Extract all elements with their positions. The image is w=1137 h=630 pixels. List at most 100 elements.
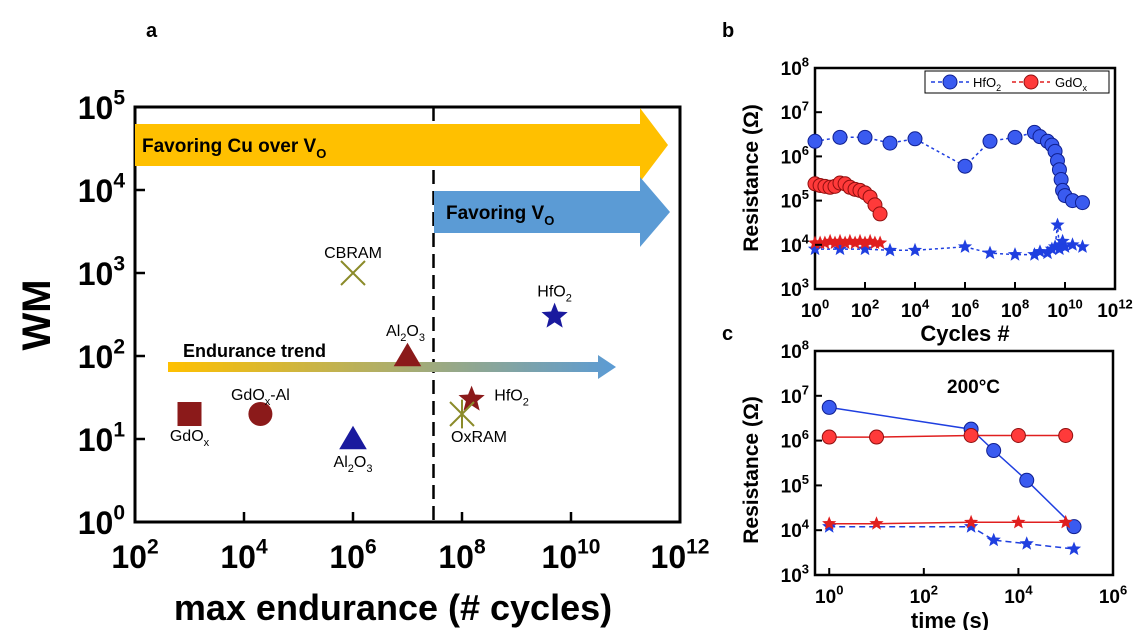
panel-b-point <box>1007 129 1023 145</box>
panel-b-point <box>1055 233 1070 248</box>
panel-b-point <box>872 235 888 249</box>
panel-a-point-label: Al2O3 <box>334 454 373 475</box>
panel-a-point-asterisk <box>449 399 475 429</box>
panel-b-point <box>882 135 898 151</box>
panel-b-point <box>957 158 973 174</box>
panel-b-x-tick-label: 106 <box>951 296 979 322</box>
arrow-favoring-vo <box>434 177 670 247</box>
arrow-endurance-trend-label: Endurance trend <box>183 341 326 361</box>
panel-b-y-tick-label: 106 <box>781 143 809 169</box>
panel-c-y-tick-label: 105 <box>781 472 809 498</box>
panel-c-point <box>1011 514 1026 529</box>
panel-b-point <box>1032 244 1048 258</box>
panel-a-x-tick-label: 106 <box>329 536 376 575</box>
panel-a-point-label: CBRAM <box>324 245 382 262</box>
panel-c-y-tick-label: 108 <box>781 337 809 363</box>
panel-b-point <box>1007 247 1023 261</box>
panel-c-plot: 200°C 100 102 104 106 103 104 105 106 107 108 tim… <box>740 337 1127 630</box>
panel-a-x-axis-label: max endurance (# cycles) <box>174 587 612 628</box>
panel-c-point <box>1066 519 1082 535</box>
panel-c-point <box>1019 472 1035 488</box>
panel-b-point <box>1065 237 1080 251</box>
panel-a-plot: Favoring Cu over VO Favoring VO Enduranc… <box>15 87 709 628</box>
panel-b-x-tick-label: 104 <box>901 296 930 322</box>
legend-label-hfo2: HfO2 <box>973 75 1001 93</box>
panel-c-point <box>963 427 979 443</box>
panel-a-point-triangle <box>393 342 422 367</box>
panel-c-point <box>1058 514 1073 529</box>
panel-b-y-tick-label: 108 <box>781 54 809 80</box>
panel-b-point <box>1074 195 1090 211</box>
panel-c-point <box>964 519 979 533</box>
panel-c-temperature-annotation: 200°C <box>947 377 1000 398</box>
panel-c-point <box>1019 536 1034 550</box>
panel-a-point-labels: GdOx GdOx-Al Al2O3 CBRAM Al2O3 HfO2 OxRAM HfO2 <box>170 245 572 475</box>
panel-b-series <box>807 124 1090 261</box>
panel-c-point <box>821 399 837 415</box>
legend-marker-hfo2 <box>942 74 958 90</box>
legend-box <box>924 70 1110 94</box>
panel-b-point <box>982 245 998 260</box>
panel-a-x-tick-label: 1012 <box>651 536 710 575</box>
panel-c-point <box>964 514 979 529</box>
panel-b-frame <box>813 66 1117 291</box>
panel-a-point-triangle <box>339 425 367 450</box>
panel-c-x-tick-label: 104 <box>1004 582 1033 608</box>
panel-b-point <box>1040 245 1055 260</box>
panel-b-point <box>838 235 853 249</box>
panel-label-c: c <box>722 323 733 345</box>
panel-b-point <box>807 241 823 256</box>
panel-a-point-x <box>340 260 366 286</box>
panel-a-x-tick-label: 102 <box>111 536 158 575</box>
arrow-favoring-vo-label: Favoring VO <box>446 203 554 228</box>
panel-b-point <box>1027 247 1042 261</box>
arrow-cu-over-vo <box>135 108 668 182</box>
panel-b-point <box>832 129 848 145</box>
panel-b-point <box>1050 217 1065 232</box>
panel-a-point-label: OxRAM <box>451 429 507 446</box>
panel-b-point <box>1057 239 1073 253</box>
panel-a-x-tick-label: 104 <box>220 536 268 575</box>
panel-b-plot: 100 102 104 106 108 1010 1012 103 104 105 106 107 10… <box>740 54 1133 346</box>
panel-c-series-line <box>829 521 1066 525</box>
panel-c-x-axis-label: time (s) <box>911 608 989 630</box>
panel-c-point <box>986 532 1001 547</box>
panel-c-x-tick-label: 100 <box>815 582 843 608</box>
panel-c-point <box>821 429 837 445</box>
panel-a-point-label: Al2O3 <box>386 323 425 344</box>
panel-c-x-tick-label: 106 <box>1099 582 1127 608</box>
panel-c-point <box>1010 427 1026 443</box>
panel-a-y-tick-label: 105 <box>78 87 126 126</box>
panel-a-frame <box>133 105 682 524</box>
panel-a-point-label: GdOx-Al <box>231 387 290 408</box>
panel-b-point <box>857 241 873 256</box>
panel-a-y-tick-label: 102 <box>78 336 125 375</box>
panel-c-point <box>986 443 1002 459</box>
legend-marker-gdox <box>1023 74 1039 90</box>
panel-b-y-tick-label: 105 <box>781 187 809 213</box>
panel-b-y-tick-label: 103 <box>781 275 809 301</box>
panel-b-point <box>847 235 863 249</box>
panel-b-point <box>832 241 848 256</box>
panel-c-y-tick-label: 106 <box>781 427 809 453</box>
panel-b-y-tick-label: 107 <box>781 99 809 125</box>
panel-b-point <box>1075 239 1090 253</box>
panel-a-point-label: GdOx <box>170 428 210 449</box>
panel-label-a: a <box>146 20 158 42</box>
panel-a-y-tick-label: 101 <box>78 419 126 458</box>
panel-c-series-line <box>829 406 1075 528</box>
panel-b-point <box>1047 239 1063 253</box>
panel-c-frame <box>813 349 1115 577</box>
panel-b-y-tick-label: 104 <box>781 231 810 257</box>
panel-a-point-label: HfO2 <box>537 283 572 304</box>
panel-b-x-tick-label: 100 <box>801 296 829 322</box>
panel-b-point <box>982 133 998 149</box>
arrow-cu-over-vo-label: Favoring Cu over VO <box>142 136 326 161</box>
panel-c-y-axis-label: Resistance (Ω) <box>740 396 763 544</box>
panel-c-point <box>1066 541 1082 556</box>
panel-b-x-axis-label: Cycles # <box>920 321 1009 346</box>
panel-label-b: b <box>722 20 734 42</box>
panel-b-point <box>882 242 898 257</box>
panel-a-point-star <box>541 302 568 328</box>
